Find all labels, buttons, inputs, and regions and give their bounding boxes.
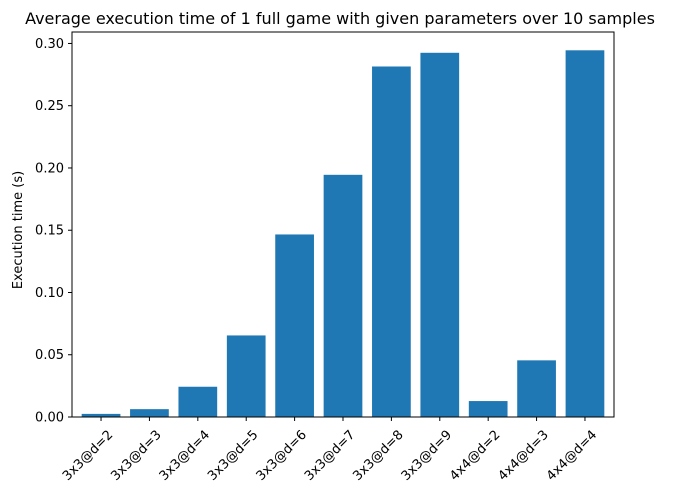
- x-tick-label: 3x3@d=3: [108, 428, 164, 484]
- x-tick-label: 3x3@d=9: [399, 428, 455, 484]
- x-tick-label: 3x3@d=6: [254, 428, 310, 484]
- bar-3x3@d=6: [275, 234, 314, 417]
- bar-4x4@d=4: [565, 50, 605, 418]
- x-tick-label: 4x4@d=2: [447, 428, 503, 484]
- x-tick-label: 3x3@d=2: [60, 428, 116, 484]
- y-tick-label: 0.15: [35, 224, 64, 239]
- bar-3x3@d=3: [130, 409, 169, 417]
- x-tick-label: 3x3@d=4: [157, 428, 213, 484]
- bar-4x4@d=3: [517, 360, 556, 417]
- bar-3x3@d=2: [81, 413, 121, 417]
- bar-3x3@d=4: [178, 386, 218, 417]
- x-tick-label: 4x4@d=3: [496, 428, 552, 484]
- y-tick-label: 0.20: [35, 161, 64, 176]
- y-tick-label: 0.05: [35, 348, 64, 363]
- bar-3x3@d=9: [420, 52, 460, 418]
- bars-group: [81, 50, 605, 418]
- x-tick-label: 3x3@d=5: [205, 428, 261, 484]
- x-tick-label: 4x4@d=4: [544, 428, 600, 484]
- chart-title: Average execution time of 1 full game wi…: [25, 9, 655, 28]
- bar-3x3@d=5: [226, 335, 266, 417]
- x-axis: 3x3@d=23x3@d=33x3@d=43x3@d=53x3@d=63x3@d…: [60, 417, 600, 484]
- x-tick-label: 3x3@d=7: [302, 428, 358, 484]
- y-axis: 0.00 0.05 0.10 0.15 0.20 0.25 0.30: [35, 37, 72, 426]
- y-tick-label: 0.10: [35, 286, 64, 301]
- y-axis-label: Execution time (s): [11, 171, 26, 289]
- plot-frame: [71, 31, 615, 418]
- y-tick-label: 0.00: [35, 411, 64, 426]
- bar-4x4@d=2: [468, 401, 508, 417]
- x-tick-label: 3x3@d=8: [350, 428, 406, 484]
- y-tick-label: 0.25: [35, 99, 64, 114]
- bar-3x3@d=8: [372, 66, 411, 417]
- bar-3x3@d=7: [323, 174, 363, 417]
- y-tick-label: 0.30: [35, 37, 64, 52]
